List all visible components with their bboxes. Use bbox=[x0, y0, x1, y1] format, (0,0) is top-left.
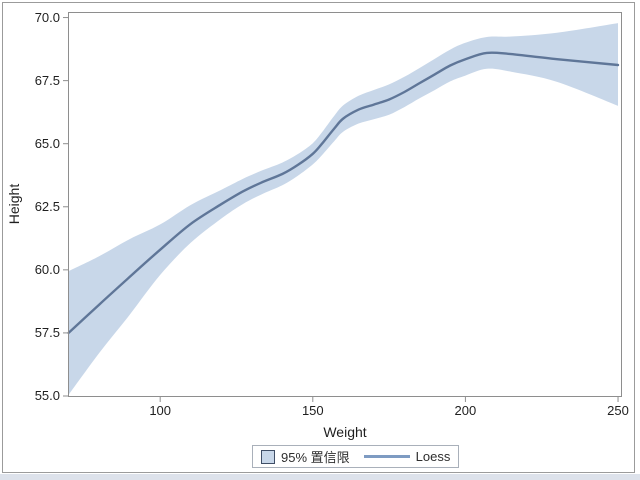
window-bottom-strip bbox=[0, 474, 640, 480]
y-tick-label: 62.5 bbox=[34, 198, 60, 214]
legend-band-label: 95% 置信限 bbox=[281, 450, 350, 465]
y-tick-label: 70.0 bbox=[34, 9, 60, 25]
chart-canvas bbox=[2, 2, 635, 473]
loess-line bbox=[67, 51, 620, 335]
y-tick-label: 55.0 bbox=[34, 387, 60, 403]
y-tick-label: 60.0 bbox=[34, 261, 60, 277]
x-axis-title: Weight bbox=[323, 424, 367, 440]
legend: 95% 置信限 Loess bbox=[252, 445, 460, 468]
plot-frame bbox=[68, 12, 622, 397]
legend-line-label: Loess bbox=[415, 449, 451, 464]
confidence-band-swatch-icon bbox=[261, 449, 275, 464]
x-tick-label: 150 bbox=[301, 403, 324, 418]
x-tick-label: 200 bbox=[454, 403, 477, 418]
y-tick-label: 57.5 bbox=[34, 324, 60, 340]
confidence-band-area bbox=[68, 23, 619, 395]
y-tick-label: 67.5 bbox=[34, 72, 60, 88]
loess-line-swatch-icon bbox=[363, 455, 410, 458]
y-axis-title: Height bbox=[6, 183, 22, 225]
x-tick-label: 250 bbox=[607, 403, 629, 418]
y-tick-label: 65.0 bbox=[34, 135, 60, 151]
x-tick-label: 100 bbox=[149, 403, 172, 418]
